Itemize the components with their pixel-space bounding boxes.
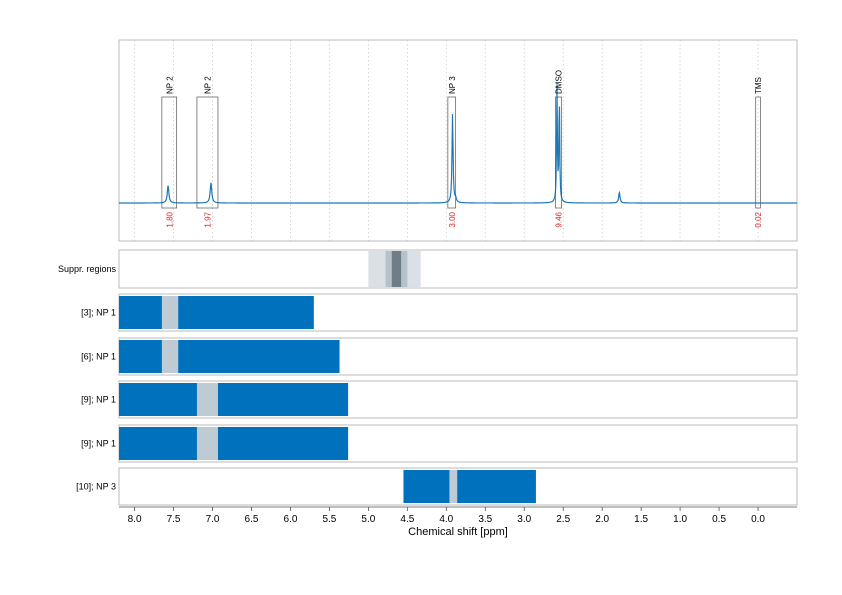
assignment-row: [9]; NP 1	[81, 424, 798, 463]
x-tick-label: 3.5	[478, 514, 492, 525]
spectrum-line	[119, 84, 797, 204]
peak-label: DMSO	[555, 70, 564, 94]
x-tick-label: 4.5	[400, 514, 414, 525]
x-tick-label: 2.5	[556, 514, 570, 525]
assignment-bar	[119, 340, 340, 373]
x-tick-label: 2.0	[595, 514, 609, 525]
assignment-row: [9]; NP 1	[81, 380, 798, 419]
row-frame	[118, 467, 798, 506]
assignment-row: [10]; NP 3	[76, 467, 798, 506]
row-label: [6]; NP 1	[81, 352, 116, 362]
peak-label: NP 3	[448, 76, 457, 94]
overlap-region	[449, 470, 458, 503]
suppression-panel-frame	[118, 249, 798, 289]
x-tick-label: 7.5	[167, 514, 181, 525]
x-tick-label: 3.0	[517, 514, 531, 525]
peak-label: TMS	[754, 77, 763, 94]
integral-value: 1.97	[203, 211, 212, 227]
peak-box	[447, 96, 457, 209]
overlap-region	[161, 296, 179, 329]
suppression-region	[391, 251, 402, 287]
peak-label: NP 2	[165, 76, 174, 94]
x-tick-label: 1.0	[673, 514, 687, 525]
assignment-bar	[119, 427, 349, 460]
row-label: [9]; NP 1	[81, 439, 116, 449]
row-label: [3]; NP 1	[81, 308, 116, 318]
x-tick-label: 0.5	[712, 514, 726, 525]
integral-value: 1.80	[165, 211, 174, 227]
assignment-bar	[119, 383, 349, 416]
x-tick-label: 5.5	[322, 514, 336, 525]
row-label: [9]; NP 1	[81, 395, 116, 405]
x-axis-label: Chemical shift [ppm]	[408, 526, 508, 538]
peak-annotations: NP 2 1.80 NP 2 1.97 NP 3 3.00 DMSO 9.46 TMS 0.02	[161, 70, 763, 228]
x-axis: 8.0 7.5 7.0 6.5 6.0 5.5 5.0 4.5 4.0 3.5 3.0 2.5 2.0 1…	[119, 506, 797, 525]
suppression-label: Suppr. regions	[58, 264, 117, 274]
integral-value: 3.00	[448, 211, 457, 227]
assignment-row: [3]; NP 1	[81, 293, 798, 332]
peak-box	[755, 96, 761, 209]
spectrum-panel	[119, 84, 797, 204]
peak-box	[555, 96, 562, 209]
gridlines	[134, 40, 759, 241]
integral-value: 0.02	[754, 211, 763, 227]
x-tick-label: 6.0	[283, 514, 297, 525]
peak-box	[196, 96, 219, 209]
x-tick-label: 6.5	[245, 514, 259, 525]
spectrum-panel-frame	[118, 39, 798, 242]
peak-label: NP 2	[203, 76, 212, 94]
suppression-regions	[368, 251, 421, 287]
x-tick-label: 1.5	[634, 514, 648, 525]
x-tick-label: 5.0	[361, 514, 375, 525]
x-tick-label: 8.0	[128, 514, 142, 525]
peak-box	[161, 96, 178, 209]
overlap-region	[196, 427, 218, 460]
integral-value: 9.46	[555, 211, 564, 227]
x-tick-label: 4.0	[439, 514, 453, 525]
assignment-bar	[403, 470, 536, 503]
overlap-region	[161, 340, 179, 373]
assignment-row: [6]; NP 1	[81, 337, 798, 376]
assignment-rows: [3]; NP 1 [6]; NP 1 [9]; NP 1 [9]; NP 1 [10]…	[76, 293, 798, 506]
overlap-region	[196, 383, 218, 416]
x-tick-label: 0.0	[751, 514, 765, 525]
x-tick-label: 7.0	[206, 514, 220, 525]
row-label: [10]; NP 3	[76, 482, 116, 492]
assignment-bar	[119, 296, 314, 329]
